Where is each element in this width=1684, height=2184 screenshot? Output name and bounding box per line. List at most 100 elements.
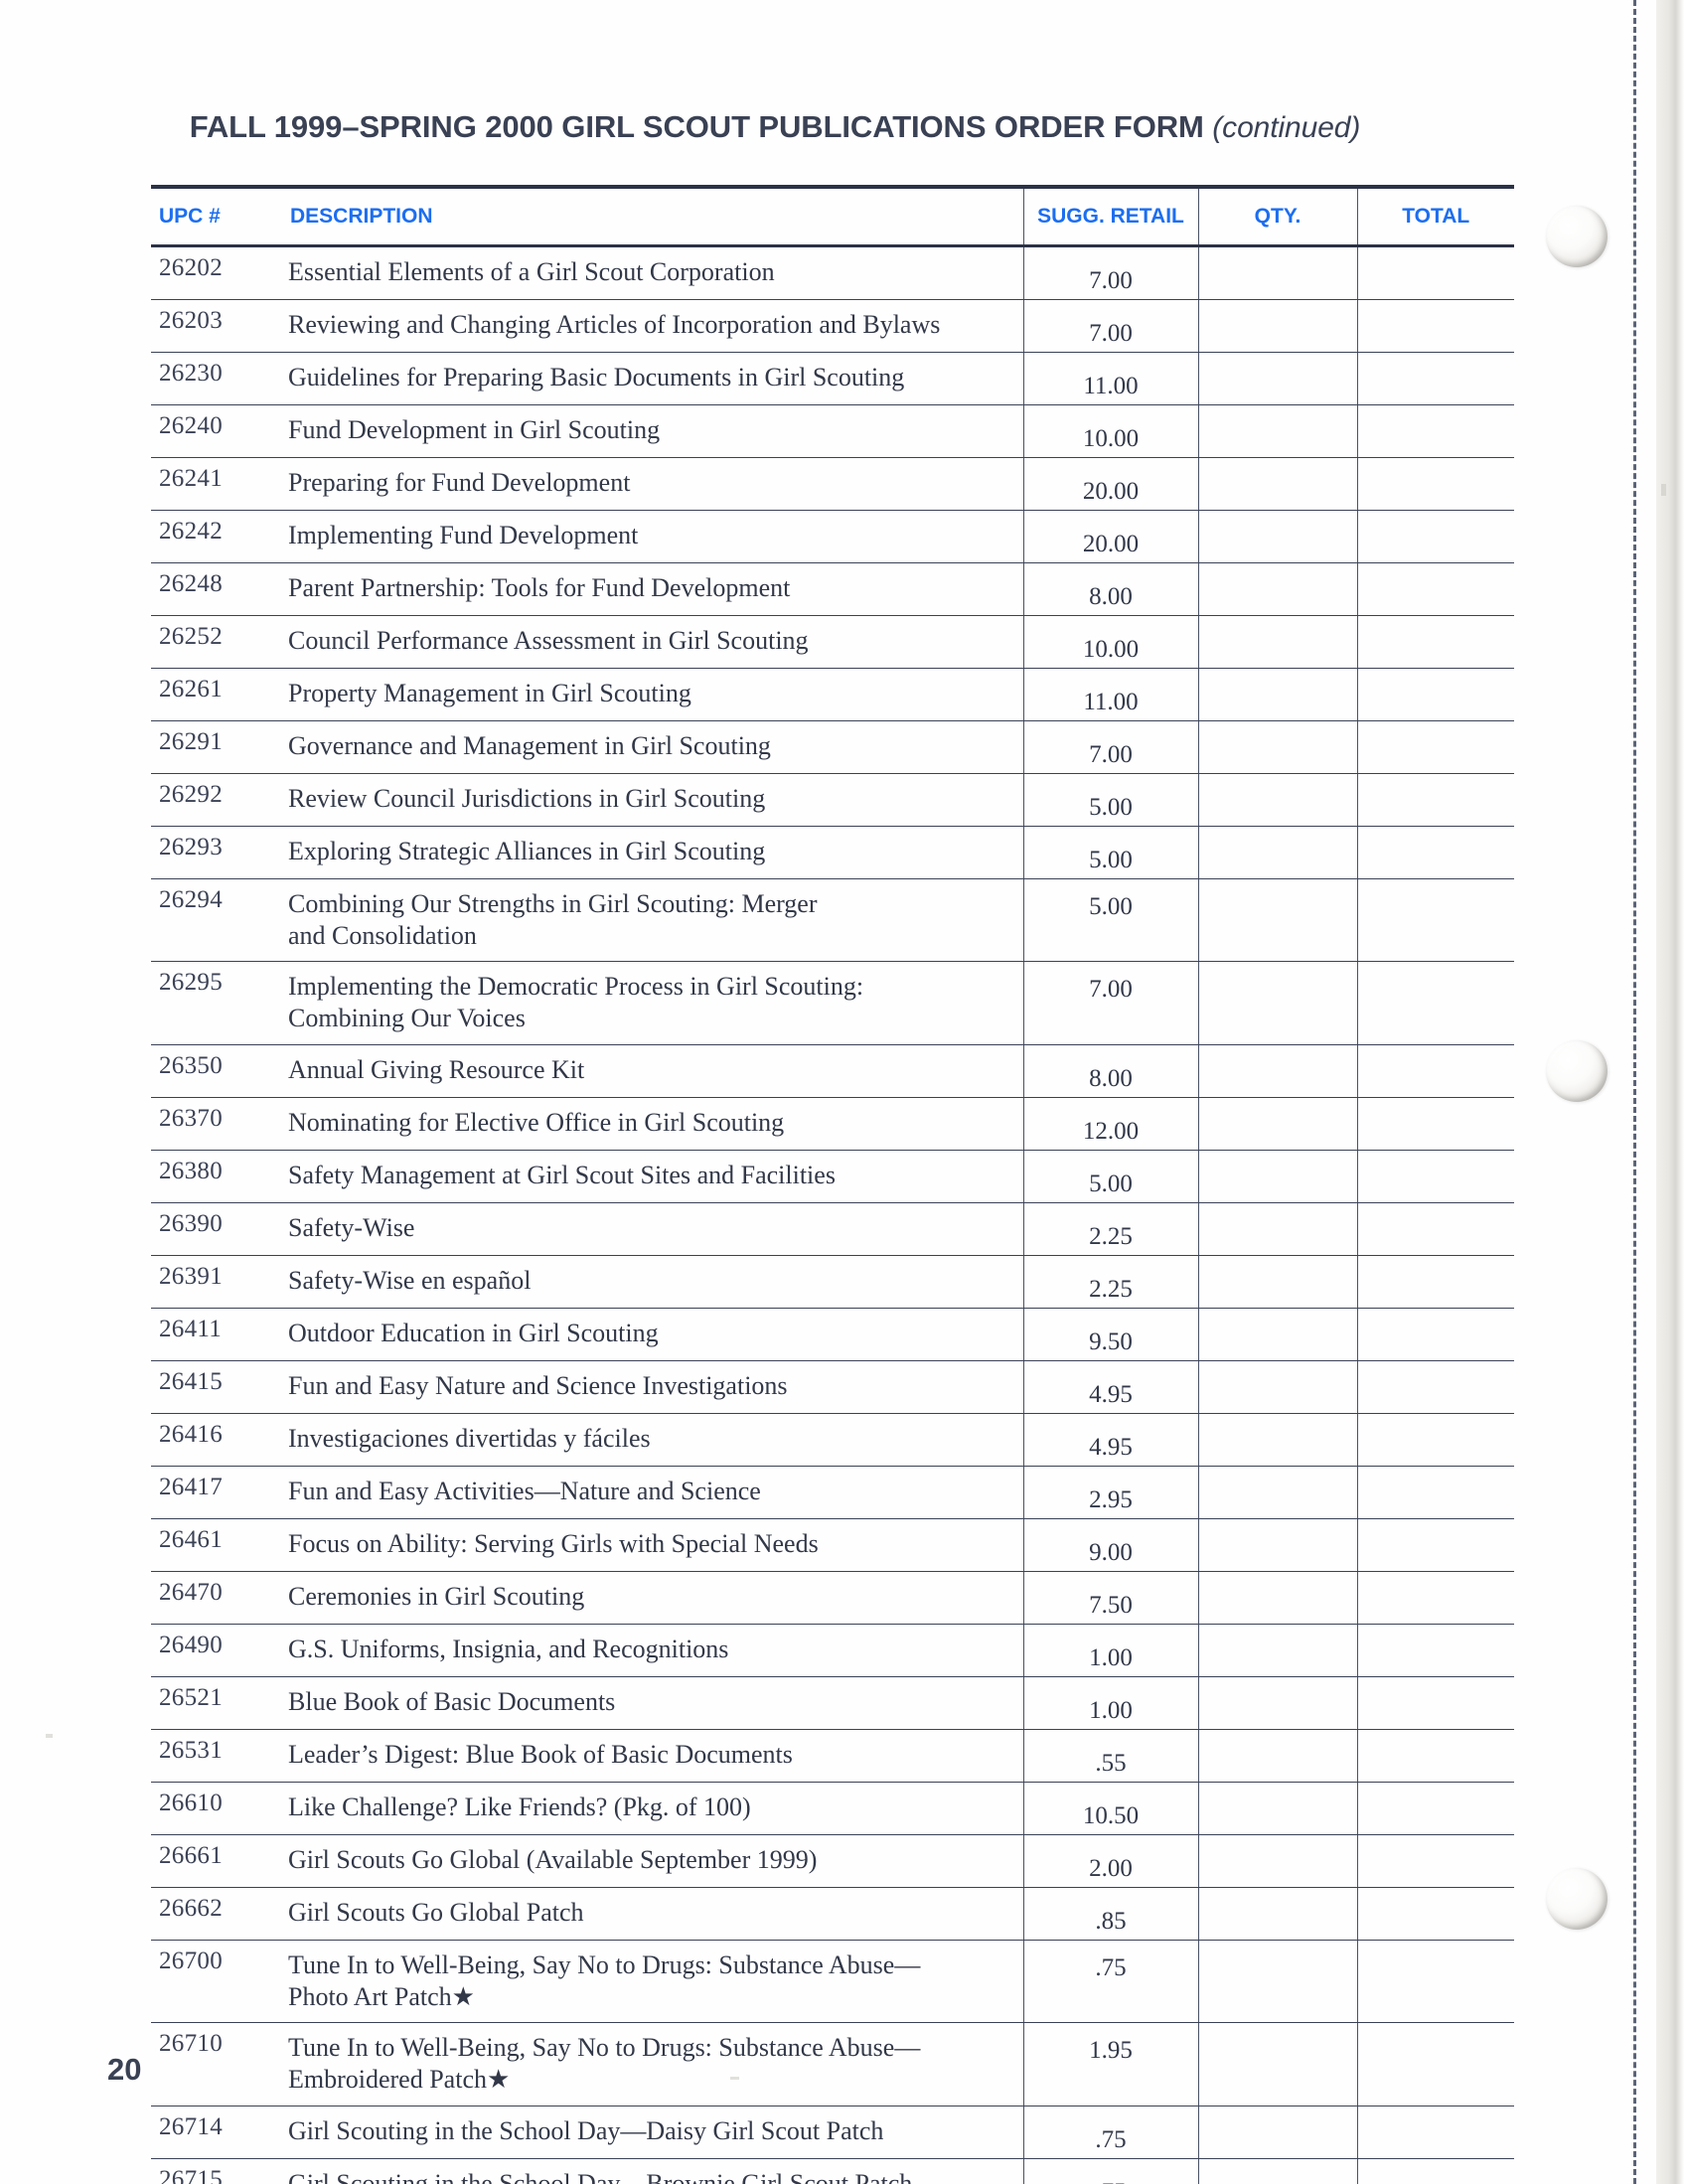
- cell-description: G.S. Uniforms, Insignia, and Recognition…: [262, 1624, 1023, 1677]
- cell-upc: 26662: [151, 1887, 262, 1941]
- cell-total[interactable]: [1356, 457, 1514, 511]
- cell-qty[interactable]: [1197, 1255, 1357, 1309]
- cell-total[interactable]: [1356, 1044, 1514, 1098]
- cell-total[interactable]: [1356, 245, 1514, 300]
- cell-total[interactable]: [1356, 404, 1514, 458]
- table-header: UPC # DESCRIPTION SUGG. RETAIL QTY. TOTA…: [151, 185, 1514, 247]
- cell-description: Ceremonies in Girl Scouting: [262, 1571, 1023, 1625]
- cell-qty[interactable]: [1197, 1518, 1357, 1572]
- cell-total[interactable]: [1356, 878, 1514, 963]
- order-table-wrapper: UPC # DESCRIPTION SUGG. RETAIL QTY. TOTA…: [151, 185, 1514, 2184]
- cell-qty[interactable]: [1197, 668, 1357, 721]
- cell-total[interactable]: [1356, 1887, 1514, 1941]
- cell-total[interactable]: [1356, 1466, 1514, 1519]
- cell-qty[interactable]: [1197, 1413, 1357, 1467]
- cell-total[interactable]: [1356, 510, 1514, 563]
- cell-total[interactable]: [1356, 352, 1514, 405]
- cell-sugg-retail: 7.00: [1022, 720, 1198, 774]
- cell-qty[interactable]: [1197, 615, 1357, 669]
- cell-qty[interactable]: [1197, 1308, 1357, 1361]
- cell-total[interactable]: [1356, 1518, 1514, 1572]
- cell-total[interactable]: [1356, 1782, 1514, 1835]
- cell-sugg-retail: 2.95: [1022, 1466, 1198, 1519]
- cell-total[interactable]: [1356, 1940, 1514, 2024]
- cell-qty[interactable]: [1197, 2158, 1357, 2184]
- cell-total[interactable]: [1356, 1360, 1514, 1414]
- cell-description: Leader’s Digest: Blue Book of Basic Docu…: [262, 1729, 1023, 1783]
- cell-total[interactable]: [1356, 2106, 1514, 2159]
- cell-total[interactable]: [1356, 1202, 1514, 1256]
- cell-qty[interactable]: [1197, 720, 1357, 774]
- cell-sugg-retail: 7.50: [1022, 1571, 1198, 1625]
- cell-total[interactable]: [1356, 1308, 1514, 1361]
- cell-sugg-retail: .55: [1022, 1729, 1198, 1783]
- cell-upc: 26370: [151, 1097, 262, 1151]
- cell-qty[interactable]: [1197, 457, 1357, 511]
- cell-upc: 26295: [151, 961, 262, 1045]
- cell-total[interactable]: [1356, 562, 1514, 616]
- table-row: 26202 Essential Elements of a Girl Scout …: [151, 245, 1514, 300]
- cell-sugg-retail: 1.00: [1022, 1624, 1198, 1677]
- description-line-1: Implementing the Democratic Process in G…: [288, 972, 864, 1002]
- cell-qty[interactable]: [1197, 1834, 1357, 1888]
- cell-qty[interactable]: [1197, 1782, 1357, 1835]
- cell-total[interactable]: [1356, 1676, 1514, 1730]
- cell-qty[interactable]: [1197, 826, 1357, 879]
- cell-total[interactable]: [1356, 2158, 1514, 2184]
- cell-qty[interactable]: [1197, 1360, 1357, 1414]
- cell-qty[interactable]: [1197, 245, 1357, 300]
- description-line-1: Annual Giving Resource Kit: [288, 1054, 585, 1084]
- column-header-qty: QTY.: [1197, 185, 1357, 247]
- cell-total[interactable]: [1356, 1097, 1514, 1151]
- table-row: 26662 Girl Scouts Go Global Patch .85: [151, 1887, 1514, 1941]
- cell-description: Safety Management at Girl Scout Sites an…: [262, 1150, 1023, 1203]
- cell-qty[interactable]: [1197, 1571, 1357, 1625]
- cell-total[interactable]: [1356, 1255, 1514, 1309]
- cell-qty[interactable]: [1197, 1729, 1357, 1783]
- cell-sugg-retail: 4.95: [1022, 1413, 1198, 1467]
- order-table: UPC # DESCRIPTION SUGG. RETAIL QTY. TOTA…: [151, 185, 1514, 2184]
- cell-total[interactable]: [1356, 1150, 1514, 1203]
- cell-qty[interactable]: [1197, 1097, 1357, 1151]
- cell-total[interactable]: [1356, 826, 1514, 879]
- cell-total[interactable]: [1356, 1834, 1514, 1888]
- cell-total[interactable]: [1356, 961, 1514, 1045]
- cell-qty[interactable]: [1197, 510, 1357, 563]
- cell-qty[interactable]: [1197, 352, 1357, 405]
- cell-sugg-retail: 1.00: [1022, 1676, 1198, 1730]
- cell-total[interactable]: [1356, 773, 1514, 827]
- column-header-description: DESCRIPTION: [262, 185, 1023, 247]
- cell-total[interactable]: [1356, 615, 1514, 669]
- cell-total[interactable]: [1356, 668, 1514, 721]
- cell-upc: 26240: [151, 404, 262, 458]
- cell-qty[interactable]: [1197, 878, 1357, 963]
- cell-qty[interactable]: [1197, 299, 1357, 353]
- cell-total[interactable]: [1356, 1413, 1514, 1467]
- cell-qty[interactable]: [1197, 1624, 1357, 1677]
- cell-qty[interactable]: [1197, 1676, 1357, 1730]
- cell-total[interactable]: [1356, 2022, 1514, 2106]
- cell-qty[interactable]: [1197, 2022, 1357, 2106]
- cell-sugg-retail: 10.00: [1022, 404, 1198, 458]
- cell-qty[interactable]: [1197, 2106, 1357, 2159]
- cell-total[interactable]: [1356, 299, 1514, 353]
- cell-qty[interactable]: [1197, 1044, 1357, 1098]
- cell-qty[interactable]: [1197, 1466, 1357, 1519]
- description-line-2: and Consolidation: [288, 920, 477, 950]
- cell-qty[interactable]: [1197, 1150, 1357, 1203]
- cell-qty[interactable]: [1197, 1940, 1357, 2024]
- cell-qty[interactable]: [1197, 404, 1357, 458]
- cell-qty[interactable]: [1197, 1202, 1357, 1256]
- cell-description: Fun and Easy Activities—Nature and Scien…: [262, 1466, 1023, 1519]
- cell-qty[interactable]: [1197, 562, 1357, 616]
- cell-qty[interactable]: [1197, 1887, 1357, 1941]
- cell-total[interactable]: [1356, 720, 1514, 774]
- cell-sugg-retail: 9.50: [1022, 1308, 1198, 1361]
- table-row: 26661 Girl Scouts Go Global (Available Se…: [151, 1834, 1514, 1888]
- cell-qty[interactable]: [1197, 773, 1357, 827]
- cell-total[interactable]: [1356, 1729, 1514, 1783]
- cell-qty[interactable]: [1197, 961, 1357, 1045]
- binder-hole: [1546, 1040, 1607, 1102]
- cell-total[interactable]: [1356, 1624, 1514, 1677]
- cell-total[interactable]: [1356, 1571, 1514, 1625]
